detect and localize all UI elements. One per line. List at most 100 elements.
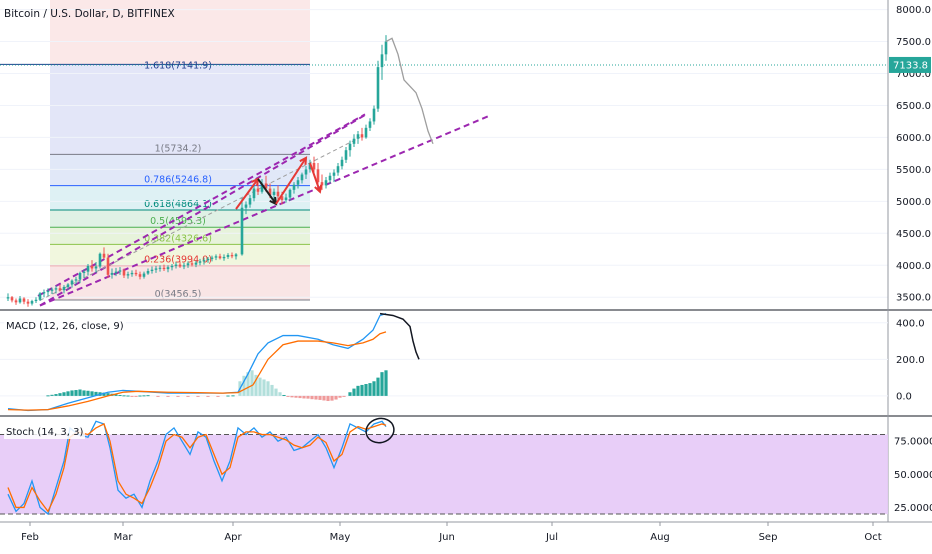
macd-histogram-bar: [216, 395, 220, 397]
time-axis-tick: Aug: [650, 532, 670, 543]
fib-zone-band: [50, 244, 310, 266]
candle-body: [202, 260, 206, 262]
macd-histogram-bar: [356, 385, 360, 396]
macd-histogram-bar: [322, 395, 326, 401]
price-axis-tick: 4500.0: [896, 229, 931, 240]
last-price-badge: [889, 56, 931, 73]
candle-body: [332, 172, 336, 176]
candle-body: [308, 162, 312, 170]
price-axis-tick: 4000.0: [896, 261, 931, 272]
candle-body: [182, 265, 186, 267]
trend-arrow: [235, 178, 259, 210]
candle-body: [118, 270, 122, 272]
candle-body: [214, 256, 218, 258]
candle-body: [222, 256, 226, 259]
candle-body: [110, 272, 114, 275]
stoch-circle-annotation: [365, 417, 395, 444]
macd-histogram-bar: [254, 374, 258, 396]
candle-body: [352, 138, 356, 144]
candle-body: [38, 293, 42, 300]
macd-histogram-bar: [274, 388, 278, 396]
macd-histogram-bar: [368, 383, 372, 396]
candle-body: [312, 162, 316, 170]
channel-midline: [39, 136, 361, 301]
macd-histogram-bar: [122, 395, 126, 397]
time-axis-tick: Apr: [224, 532, 242, 543]
candle-body: [230, 255, 234, 257]
price-axis-tick: 6500.0: [896, 101, 931, 112]
candle-body: [126, 274, 130, 276]
candle-body: [150, 269, 154, 272]
candle-body: [340, 159, 344, 167]
candle-body: [70, 280, 74, 285]
candle-body: [26, 301, 30, 304]
macd-histogram-bar: [196, 395, 200, 397]
candle-body: [134, 272, 138, 275]
candle-body: [86, 265, 90, 272]
time-axis-tick: Oct: [864, 532, 881, 543]
fib-level-label: 0.618(4864.1): [144, 199, 212, 210]
macd-indicator-label[interactable]: MACD (12, 26, close, 9): [4, 320, 126, 333]
candle-body: [82, 271, 86, 273]
candle-body: [304, 169, 308, 175]
macd-histogram-bar: [330, 395, 334, 401]
macd-histogram-bar: [231, 395, 235, 397]
macd-histogram-bar: [186, 395, 190, 397]
stoch-indicator-label[interactable]: Stoch (14, 3, 3): [4, 426, 86, 439]
price-axis-tick: 7000.0: [896, 69, 931, 80]
macd-histogram-bar: [46, 395, 50, 397]
macd-histogram-bar: [314, 395, 318, 400]
time-axis-tick: Jul: [545, 532, 558, 543]
candle-body: [198, 261, 202, 263]
candle-body: [46, 290, 50, 293]
macd-histogram-bar: [146, 395, 150, 397]
macd-histogram-bar: [134, 395, 138, 397]
price-axis-tick: 7500.0: [896, 37, 931, 48]
candle-body: [296, 180, 300, 185]
trend-arrow: [257, 178, 277, 205]
candle-body: [106, 257, 110, 275]
candle-body: [364, 127, 368, 138]
candle-body: [170, 265, 174, 268]
macd-histogram-bar: [166, 395, 170, 397]
macd-histogram-bar: [94, 391, 98, 396]
candle-body: [384, 41, 388, 55]
macd-histogram-bar: [352, 388, 356, 396]
time-axis-tick: Mar: [114, 532, 134, 543]
signal-line: [7, 331, 387, 411]
stoch-axis-tick: 50.0000: [894, 470, 932, 481]
trend-arrow-head: [314, 184, 323, 194]
macd-histogram-bar: [176, 395, 180, 397]
candle-body: [74, 279, 78, 281]
macd-histogram-bar: [342, 395, 346, 397]
macd-histogram-bar: [58, 393, 62, 396]
price-axis-tick: 8000.0: [896, 5, 931, 16]
fib-zone-band: [50, 210, 310, 228]
macd-histogram-bar: [106, 393, 110, 396]
macd-histogram-bar: [282, 394, 286, 396]
candle-body: [372, 108, 376, 122]
macd-axis-tick: 200.0: [896, 355, 925, 366]
macd-histogram-bar: [242, 375, 246, 396]
candle-body: [328, 175, 332, 181]
candle-body: [10, 297, 14, 301]
fib-zone-1618: [50, 64, 310, 155]
candle-body: [130, 272, 134, 275]
macd-histogram-bar: [114, 394, 118, 396]
candle-body: [206, 258, 210, 261]
macd-histogram-bar: [338, 395, 342, 398]
macd-histogram-bar: [126, 395, 130, 397]
macd-histogram-bar: [246, 372, 250, 396]
candle-body: [260, 183, 264, 192]
macd-histogram-bar: [348, 392, 352, 396]
candle-body: [122, 270, 126, 276]
macd-histogram-bar: [266, 381, 270, 396]
stoch-axis-tick: 75.0000: [894, 437, 932, 448]
macd-histogram-bar: [74, 390, 78, 396]
candle-body: [42, 292, 46, 294]
price-axis-tick: 6000.0: [896, 133, 931, 144]
candle-body: [292, 184, 296, 190]
macd-axis-tick: 0.0: [896, 391, 912, 402]
